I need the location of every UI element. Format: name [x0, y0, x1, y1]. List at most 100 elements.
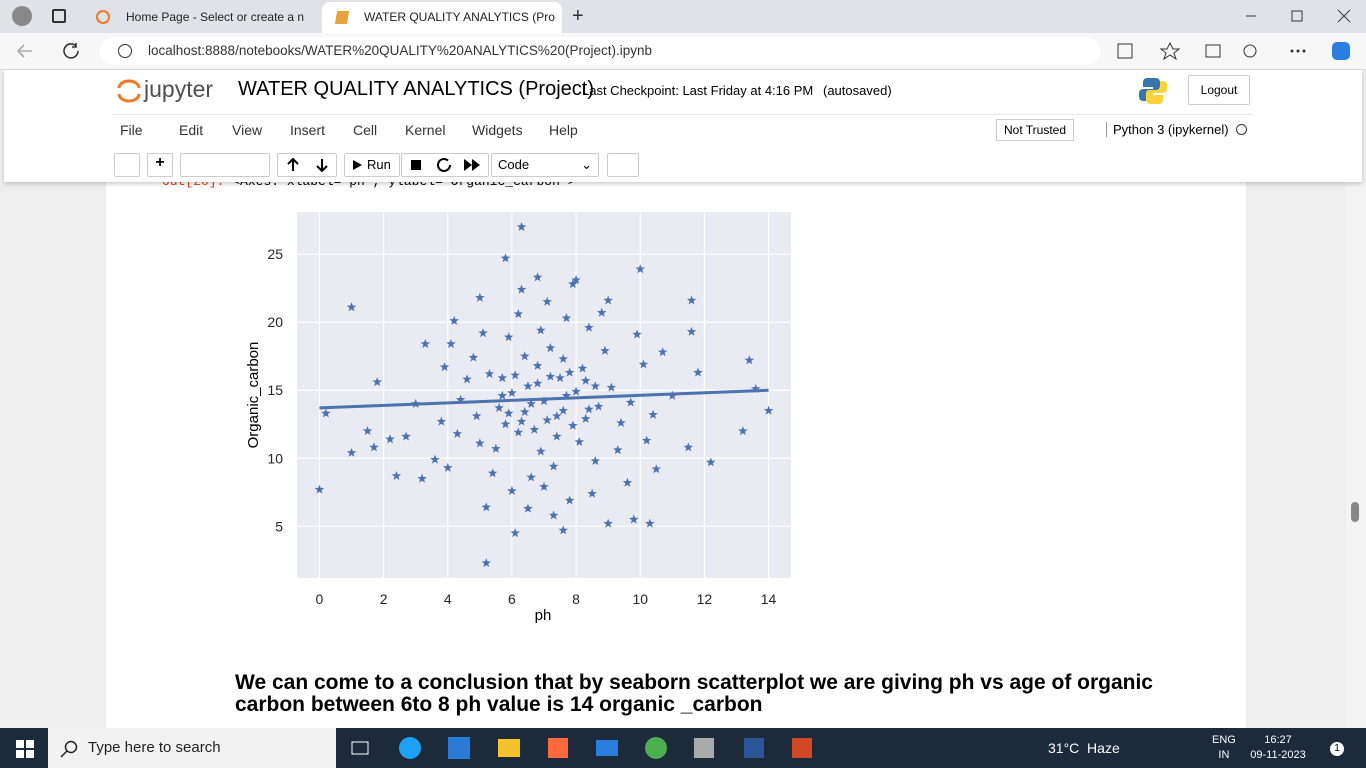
data-point	[523, 503, 533, 513]
menu-item[interactable]: Help	[549, 122, 578, 138]
data-point	[763, 405, 774, 415]
tab[interactable]: Home Page - Select or create a n	[84, 2, 320, 33]
data-point	[346, 447, 357, 457]
data-point	[529, 424, 540, 434]
keyboard-button[interactable]	[607, 153, 639, 177]
data-point	[494, 402, 504, 412]
data-point	[516, 284, 527, 294]
run-button[interactable]: Run	[344, 153, 400, 177]
clock[interactable]: 16:27 09-11-2023	[1248, 733, 1308, 763]
new-tab[interactable]: +	[572, 5, 584, 27]
tab-title: WATER QUALITY ANALYTICS (Pro	[364, 10, 555, 24]
logout-button[interactable]: Logout	[1188, 75, 1250, 105]
nav-buttons[interactable]	[14, 41, 84, 61]
data-point	[372, 377, 382, 387]
data-point	[632, 329, 642, 339]
menu-item[interactable]: Edit	[179, 122, 204, 138]
y-tick-label: 10	[267, 450, 283, 466]
edit-buttons[interactable]	[180, 153, 270, 177]
data-point	[478, 328, 488, 338]
data-point	[513, 309, 524, 319]
pinned-apps[interactable]	[350, 734, 830, 764]
data-point	[539, 396, 549, 406]
save-button[interactable]	[114, 153, 140, 177]
data-point	[744, 355, 755, 365]
trust-indicator[interactable]: Not Trusted	[996, 119, 1074, 141]
url-field[interactable]: localhost:8888/notebooks/WATER%20QUALITY…	[100, 37, 1100, 65]
data-point	[532, 360, 543, 370]
browser-toolbar[interactable]	[1110, 41, 1350, 61]
data-point	[542, 296, 552, 306]
kernel-icons	[411, 157, 480, 172]
data-point	[532, 378, 543, 388]
move-buttons[interactable]	[277, 153, 337, 177]
autosaved: (autosaved)	[823, 83, 892, 98]
data-point	[706, 457, 716, 467]
data-point	[503, 408, 514, 418]
cell-type-value: Code	[498, 157, 530, 172]
data-point	[683, 442, 694, 452]
tab-icon	[96, 10, 110, 24]
data-point	[497, 372, 508, 383]
data-point	[417, 473, 427, 483]
tab-icon	[334, 11, 350, 24]
tab-active[interactable]: WATER QUALITY ANALYTICS (Pro	[322, 2, 562, 33]
data-point	[471, 411, 482, 421]
data-point	[536, 446, 546, 456]
data-point	[590, 381, 601, 391]
divider	[112, 114, 1252, 115]
kernel-buttons[interactable]	[401, 153, 489, 177]
data-point	[468, 352, 479, 362]
data-point	[516, 416, 527, 426]
search-box[interactable]: Type here to search	[48, 728, 336, 768]
menu-item[interactable]: View	[232, 122, 263, 138]
data-point	[430, 454, 440, 464]
profile-icon[interactable]	[12, 6, 32, 26]
data-point	[503, 332, 514, 342]
window-controls[interactable]	[1240, 8, 1360, 24]
data-point	[558, 405, 568, 415]
start-button[interactable]	[16, 740, 34, 758]
insert-button[interactable]: +	[147, 153, 173, 177]
data-point	[401, 431, 411, 441]
arrows	[287, 157, 328, 173]
data-point	[580, 413, 591, 423]
data-point	[561, 390, 572, 400]
data-point	[545, 371, 556, 381]
data-point	[635, 264, 645, 274]
data-point	[558, 353, 568, 363]
data-point	[500, 419, 511, 429]
menu-item[interactable]: Kernel	[405, 122, 446, 138]
data-point	[552, 431, 562, 441]
data-point	[391, 470, 402, 480]
regression-line	[319, 388, 769, 410]
data-point	[516, 221, 527, 232]
scrollbar[interactable]	[1346, 182, 1366, 728]
jupyter-logo[interactable]: jupyter	[144, 76, 214, 102]
notification-badge[interactable]: 1	[1330, 742, 1344, 756]
data-point	[571, 386, 581, 396]
data-point	[571, 275, 581, 285]
language[interactable]: ENG IN	[1212, 733, 1236, 763]
menu-item[interactable]: Widgets	[472, 122, 523, 138]
cell-type-select[interactable]: Code ⌄	[491, 153, 599, 177]
data-point	[558, 525, 568, 535]
tab-actions[interactable]	[52, 9, 66, 23]
menu-item[interactable]: Insert	[290, 122, 326, 138]
data-point	[587, 488, 597, 498]
data-point	[452, 428, 463, 438]
menu-item[interactable]: Cell	[353, 122, 378, 138]
data-point	[593, 401, 604, 411]
menu-item[interactable]: File	[120, 122, 143, 138]
data-point	[561, 313, 572, 323]
scroll-thumb[interactable]	[1351, 502, 1359, 522]
output-prompt-row: Out[20]: <Axes: xlabel='ph', ylabel='Org…	[162, 182, 576, 189]
data-point	[520, 407, 530, 417]
data-point	[603, 295, 613, 305]
dropdown-caret: ⌄	[581, 157, 592, 172]
data-point	[552, 411, 562, 421]
weather[interactable]: 31°C Haze	[1048, 740, 1120, 756]
notebook-title[interactable]: WATER QUALITY ANALYTICS (Project)	[238, 78, 594, 100]
plot-background	[297, 212, 791, 578]
browser-toolbar-icons	[1117, 41, 1350, 61]
